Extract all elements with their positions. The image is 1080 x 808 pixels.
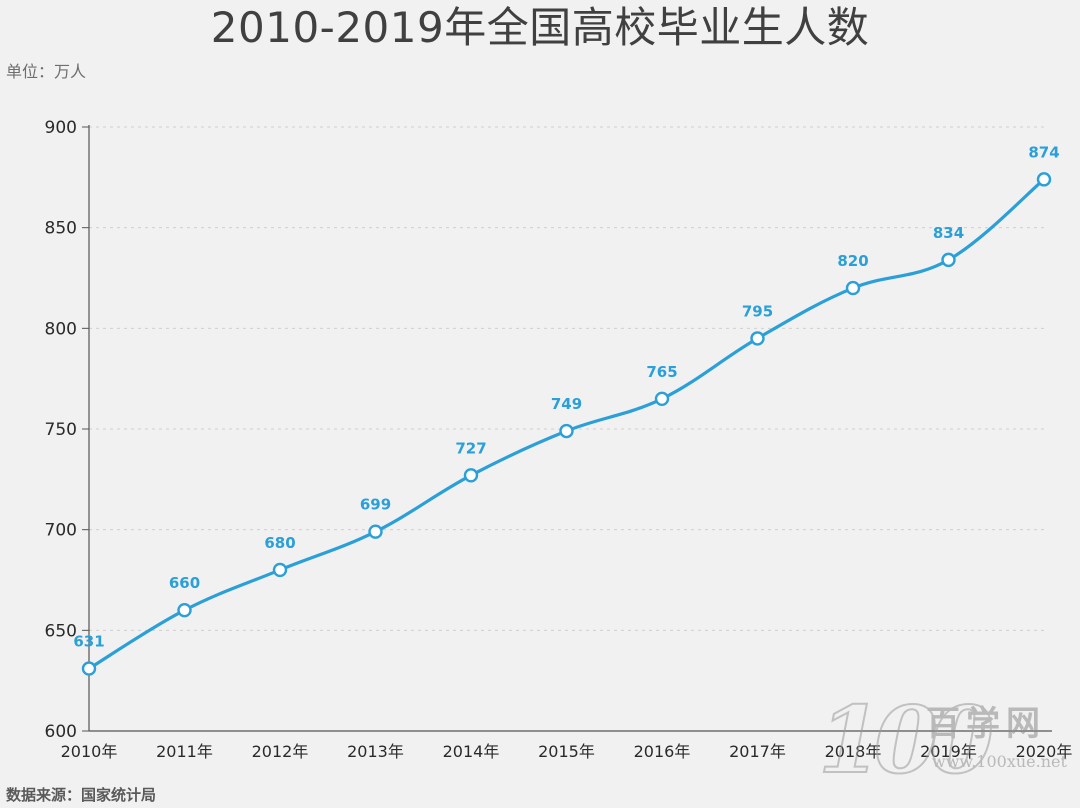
data-label: 874 [1028, 143, 1059, 161]
y-tick-labels: 600 650 700 750 800 850 900 [45, 118, 77, 742]
data-point [368, 524, 383, 539]
data-labels: 631 660 680 699 727 749 765 795 820 834 874 [73, 143, 1059, 650]
data-label: 749 [551, 395, 582, 413]
data-point [463, 468, 479, 483]
data-markers [81, 172, 1052, 676]
unit-label: 单位：万人 [6, 62, 87, 81]
source-note: 数据来源：国家统计局 [6, 786, 157, 804]
y-tick-label: 900 [45, 118, 77, 138]
data-point [559, 423, 574, 439]
x-tick-label: 2019年 [920, 742, 977, 761]
data-label: 660 [169, 574, 200, 592]
data-point [750, 331, 765, 346]
x-tick-label: 2010年 [61, 742, 118, 761]
x-tick-label: 2011年 [156, 742, 213, 761]
x-tick-label: 2013年 [347, 742, 404, 761]
data-point [941, 252, 956, 268]
data-point [654, 391, 670, 406]
data-label: 795 [742, 302, 773, 320]
gridlines [89, 126, 1044, 631]
data-point [1036, 172, 1052, 187]
x-tick-label: 2012年 [252, 742, 309, 761]
x-tick-label: 2016年 [634, 742, 691, 761]
x-tick-label: 2017年 [729, 742, 786, 761]
y-tick-label: 750 [45, 420, 77, 440]
x-tick-label: 2015年 [538, 742, 595, 761]
data-point [81, 661, 97, 676]
x-tick-labels: 2010年 2011年 2012年 2013年 2014年 2015年 2016年 2017年… [61, 742, 1073, 761]
y-tick-label: 800 [45, 319, 77, 339]
x-tick-label: 2020年 [1016, 742, 1073, 761]
data-point [177, 603, 192, 618]
x-tick-label: 2014年 [443, 742, 500, 761]
y-tick-label: 650 [45, 621, 77, 641]
data-point [845, 280, 861, 296]
data-label: 631 [73, 633, 104, 651]
x-tick-label: 2018年 [825, 742, 882, 761]
y-tick-label: 600 [45, 722, 77, 742]
data-label: 820 [837, 252, 868, 270]
data-label: 680 [264, 534, 295, 552]
chart-title: 2010-2019年全国高校毕业生人数 [210, 3, 870, 52]
axes [82, 125, 1052, 732]
data-label: 727 [455, 439, 486, 457]
data-label: 834 [933, 224, 964, 242]
data-label: 699 [360, 496, 391, 514]
data-point [272, 562, 288, 578]
y-tick-label: 700 [45, 521, 77, 541]
y-tick-label: 850 [45, 219, 77, 239]
data-label: 765 [646, 363, 677, 381]
